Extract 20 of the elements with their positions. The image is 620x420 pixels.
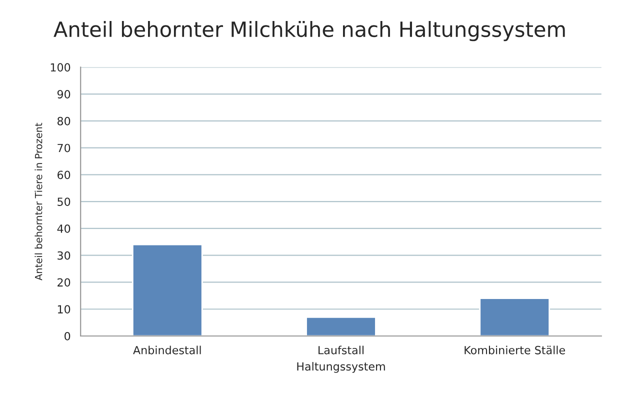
bar (306, 316, 376, 336)
y-tick-label: 0 (64, 332, 70, 340)
x-tick-label: Laufstall (318, 346, 364, 354)
y-tick-label: 100 (50, 63, 70, 72)
y-axis-title: Anteil behornter Tiere in Prozent (34, 122, 42, 280)
bar (132, 244, 203, 336)
y-tick-label: 90 (57, 90, 70, 98)
y-tick-label: 30 (58, 251, 70, 260)
y-tick-label: 70 (58, 144, 70, 152)
y-tick-label: 80 (57, 116, 70, 126)
bar (479, 298, 550, 336)
chart-title: Anteil behornter Milchkühe nach Haltungssystem (54, 21, 565, 42)
x-axis-title: Haltungssystem (297, 362, 385, 373)
y-tick-label: 10 (58, 305, 70, 314)
y-tick-label: 60 (58, 170, 70, 180)
y-tick-label: 20 (58, 278, 70, 287)
x-tick-label: Anbindestall (133, 346, 201, 354)
y-tick-label: 50 (58, 198, 70, 206)
x-tick-label: Kombinierte Ställe (464, 346, 565, 354)
y-tick-label: 40 (57, 224, 70, 233)
